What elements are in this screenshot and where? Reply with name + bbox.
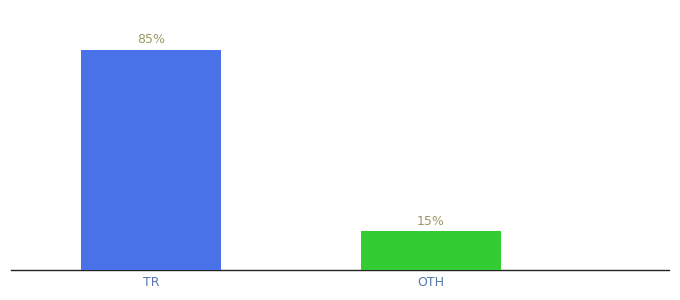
Bar [361, 232, 501, 270]
Text: 15%: 15% [417, 214, 445, 228]
Text: 85%: 85% [137, 33, 165, 46]
Bar [81, 50, 221, 270]
